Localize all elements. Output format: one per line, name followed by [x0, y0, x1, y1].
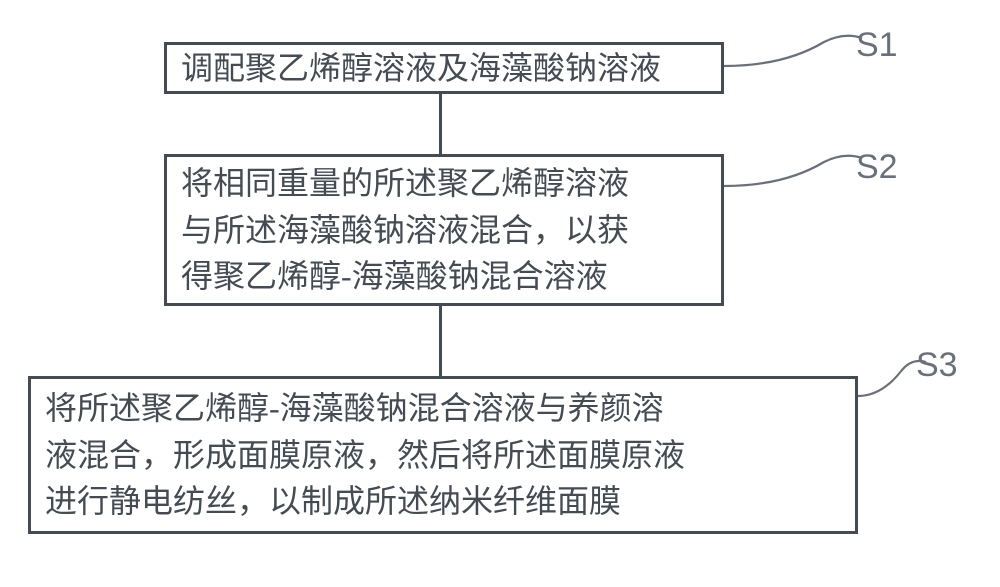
step-s3-label: S3	[916, 346, 958, 385]
step-s1-box: 调配聚乙烯醇溶液及海藻酸钠溶液	[164, 42, 724, 94]
step-s3-box: 将所述聚乙烯醇-海藻酸钠混合溶液与养颜溶 液混合，形成面膜原液，然后将所述面膜原…	[28, 376, 858, 534]
step-s3-text: 将所述聚乙烯醇-海藻酸钠混合溶液与养颜溶 液混合，形成面膜原液，然后将所述面膜原…	[45, 385, 685, 524]
step-s2-box: 将相同重量的所述聚乙烯醇溶液 与所述海藻酸钠溶液混合，以获 得聚乙烯醇-海藻酸钠…	[164, 154, 724, 306]
step-s2-connector-curve	[724, 152, 862, 186]
step-s2-text: 将相同重量的所述聚乙烯醇溶液 与所述海藻酸钠溶液混合，以获 得聚乙烯醇-海藻酸钠…	[181, 160, 629, 299]
flowchart-canvas: 调配聚乙烯醇溶液及海藻酸钠溶液 S1 将相同重量的所述聚乙烯醇溶液 与所述海藻酸…	[0, 0, 1000, 587]
step-s1-label: S1	[856, 26, 898, 65]
step-s1-text: 调配聚乙烯醇溶液及海藻酸钠溶液	[181, 45, 661, 91]
connector-s1-s2	[439, 94, 442, 154]
step-s1-connector-curve	[724, 32, 862, 66]
step-s2-label: S2	[856, 148, 898, 187]
connector-s2-s3	[439, 306, 442, 376]
